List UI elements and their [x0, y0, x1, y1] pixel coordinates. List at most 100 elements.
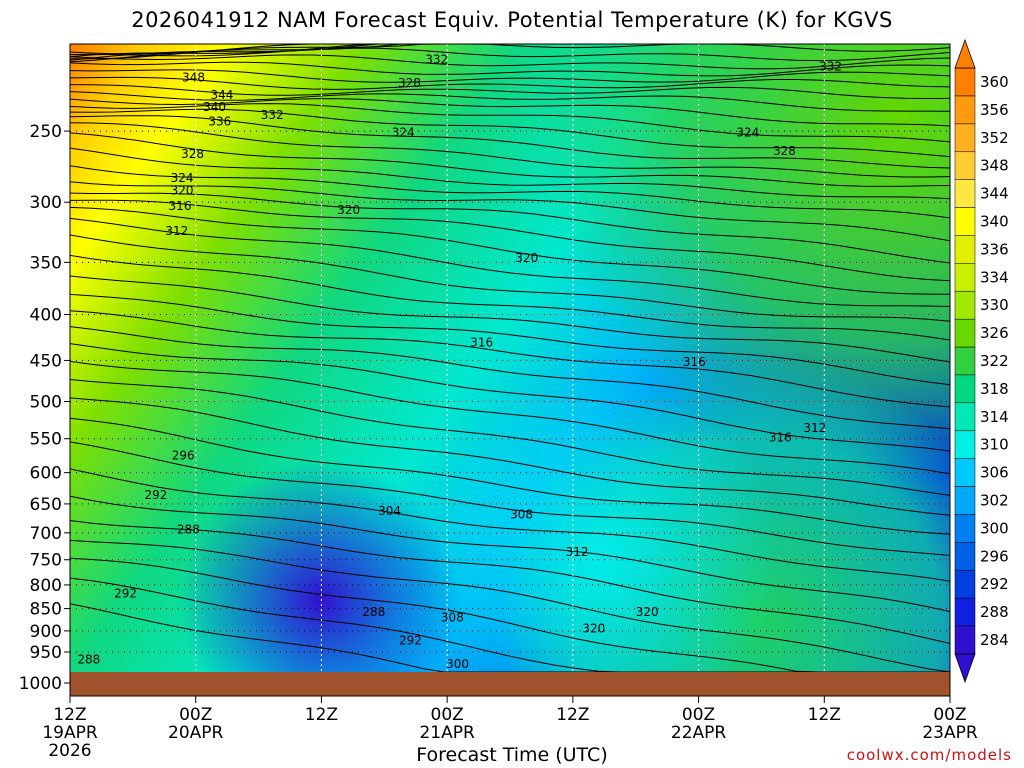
contour-label-31: 288	[77, 652, 100, 666]
colorbar-swatch-16	[954, 514, 976, 543]
y-tick-label-15: 1000	[19, 674, 62, 694]
contour-label-24: 288	[177, 522, 200, 536]
contour-line-13	[70, 103, 950, 143]
colorbar-swatch-8	[954, 291, 976, 320]
colorbar-label-1: 356	[980, 101, 1009, 119]
x-tick-label-0: 12Z	[53, 705, 86, 725]
colorbar-label-13: 310	[980, 436, 1009, 454]
contour-label-28: 292	[114, 587, 137, 601]
contour-label-35: 300	[446, 657, 469, 671]
contour-label-34: 320	[636, 605, 659, 619]
y-tick-label-5: 500	[30, 393, 62, 413]
y-tick-label-13: 900	[30, 622, 62, 642]
ground-surface	[70, 672, 950, 696]
x-tick-date-1: 20APR	[168, 723, 224, 743]
contour-line-22	[70, 199, 950, 282]
chart-title: 2026041912 NAM Forecast Equiv. Potential…	[131, 8, 893, 32]
colorbar-swatch-17	[954, 542, 976, 571]
contour-label-27: 312	[566, 545, 589, 559]
colorbar-swatch-10	[954, 346, 976, 376]
contour-line-30	[70, 326, 950, 430]
contour-line-21	[70, 192, 950, 264]
contour-label-1: 344	[210, 88, 233, 102]
x-tick-year-0: 2026	[48, 741, 91, 761]
y-tick-label-8: 650	[30, 495, 62, 515]
colorbar-swatch-11	[954, 374, 976, 404]
colorbar-label-3: 348	[980, 157, 1009, 175]
contour-line-40	[70, 539, 950, 672]
contour-line-23	[70, 206, 950, 295]
colorbar-swatch-12	[954, 402, 976, 431]
contour-label-15: 332	[819, 60, 842, 74]
y-tick-label-0: 250	[30, 122, 62, 142]
contour-label-23: 292	[144, 488, 167, 502]
contour-label-11: 328	[398, 76, 421, 90]
colorbar-swatch-0	[954, 67, 976, 97]
contour-label-20: 316	[769, 430, 792, 444]
contour-line-10	[70, 84, 950, 100]
contour-label-5: 328	[181, 147, 204, 161]
colorbar-label-4: 344	[980, 185, 1009, 203]
colorbar-arrow-bottom	[954, 653, 976, 684]
contour-label-4: 332	[261, 108, 284, 122]
colorbar-arrow-top	[954, 38, 976, 69]
y-tick-label-7: 600	[30, 464, 62, 484]
contour-line-27	[70, 275, 950, 363]
contour-label-19: 316	[683, 355, 706, 369]
contour-label-16: 324	[736, 126, 759, 140]
colorbar-label-2: 352	[980, 129, 1009, 147]
contour-line-29	[70, 310, 950, 408]
contour-label-0: 348	[182, 71, 205, 85]
contour-label-25: 304	[378, 504, 401, 518]
contour-line-12	[70, 98, 950, 127]
x-tick-date-3: 21APR	[419, 723, 475, 743]
contour-label-12: 324	[392, 126, 415, 140]
colorbar-swatch-3	[954, 151, 976, 180]
y-tick-label-10: 750	[30, 551, 62, 571]
contour-line-16	[70, 122, 950, 178]
credit-text: coolwx.com/models	[846, 746, 1012, 764]
contour-label-6: 324	[171, 171, 194, 185]
contour-line-4	[70, 44, 950, 58]
contour-line-3	[70, 44, 950, 61]
colorbar-label-17: 296	[980, 547, 1009, 565]
contour-line-42	[70, 577, 950, 672]
contour-line-8	[70, 69, 950, 83]
contour-line-17	[70, 132, 950, 187]
contour-line-32	[70, 360, 950, 475]
colorbar-label-5: 340	[980, 213, 1009, 231]
contour-line-36	[70, 441, 950, 556]
contour-line-11	[70, 91, 950, 112]
x-tick-label-1: 00Z	[179, 705, 212, 725]
contour-label-14: 320	[515, 251, 538, 265]
colorbar-label-20: 284	[980, 631, 1009, 649]
contour-label-30: 292	[399, 633, 422, 647]
contour-line-6	[70, 54, 950, 70]
colorbar-label-6: 336	[980, 240, 1009, 258]
colorbar-swatch-15	[954, 486, 976, 515]
contour-lines	[70, 44, 950, 672]
contour-label-22: 296	[172, 448, 195, 462]
x-tick-label-6: 12Z	[808, 705, 841, 725]
x-tick-date-7: 23APR	[922, 723, 978, 743]
plot-frame	[69, 43, 951, 697]
y-tick-label-11: 800	[30, 576, 62, 596]
colorbar-label-14: 306	[980, 464, 1009, 482]
contour-line-28	[70, 293, 950, 386]
y-tick-label-2: 350	[30, 253, 62, 273]
colorbar-swatch-9	[954, 318, 976, 348]
colorbar-label-12: 314	[980, 408, 1009, 426]
contour-line-25	[70, 234, 950, 322]
x-axis-label: Forecast Time (UTC)	[416, 744, 608, 766]
contour-line-18	[70, 147, 950, 200]
contour-label-29: 288	[362, 605, 385, 619]
contour-label-32: 308	[441, 611, 464, 625]
colorbar-label-18: 292	[980, 575, 1009, 593]
contour-line-14	[70, 108, 950, 158]
colorbar-label-15: 302	[980, 492, 1009, 510]
contour-line-20	[70, 181, 950, 242]
y-tick-label-14: 950	[30, 643, 62, 663]
